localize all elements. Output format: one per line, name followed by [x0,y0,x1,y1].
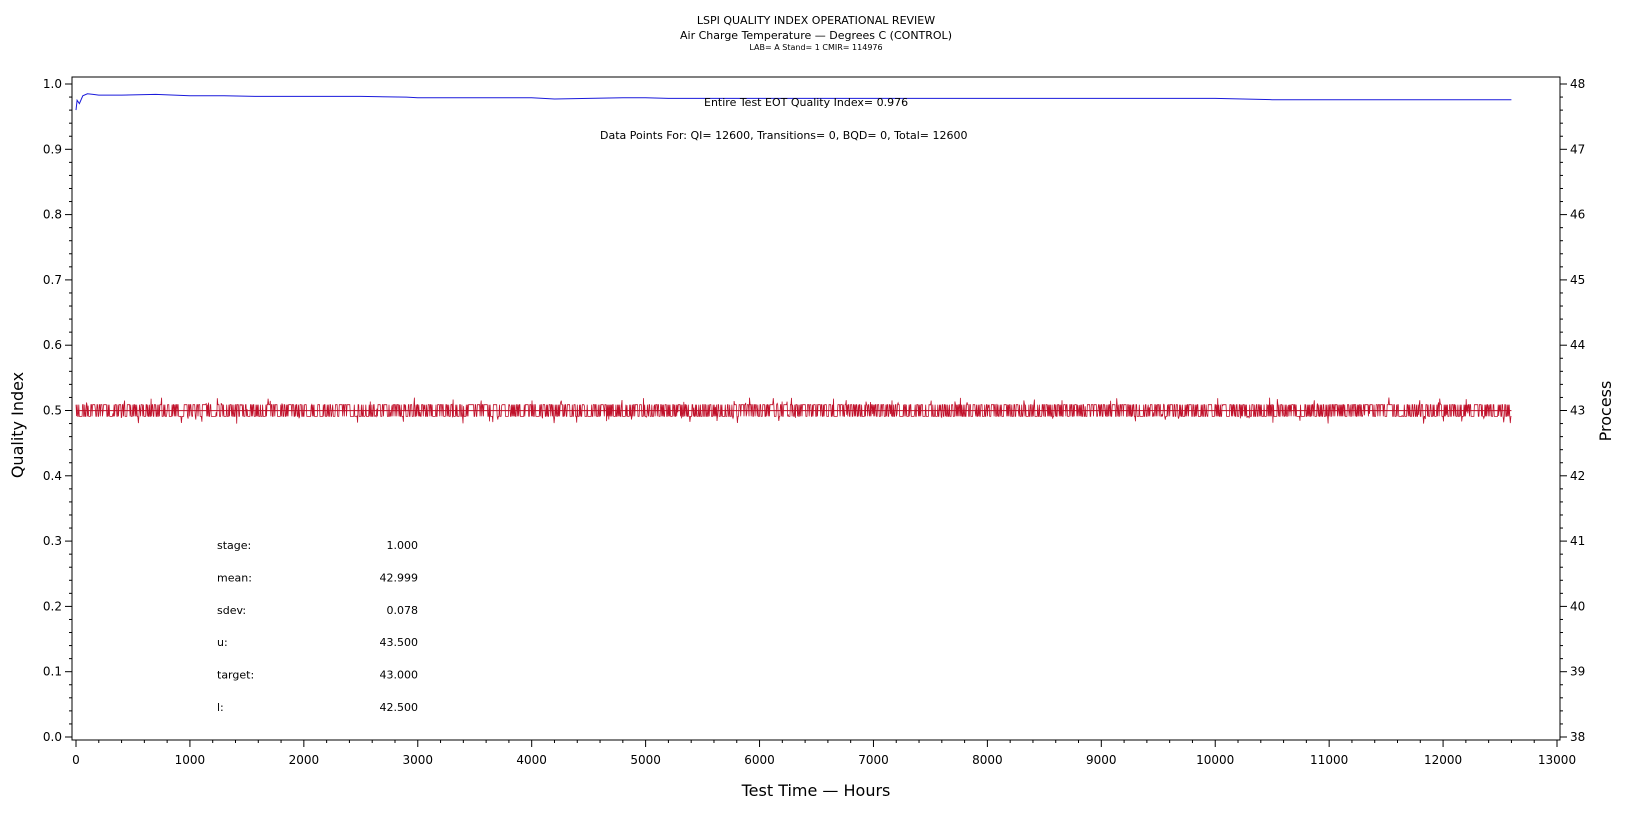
stats-table: stage: 1.000 mean: 42.999 sdev: 0.078 u: 43.500… [217,539,418,714]
x-tick-label: 8000 [972,753,1003,767]
x-tick-label: 3000 [402,753,433,767]
y-axis-title: Quality Index [8,372,27,478]
stat-label: l: [217,701,224,714]
y-tick-label: 0.1 [43,665,62,679]
stat-label: target: [217,669,254,682]
y2-tick-label: 48 [1570,77,1585,91]
x-tick-label: 2000 [289,753,320,767]
y2-axis-title: Process [1596,381,1615,442]
y2-tick-label: 41 [1570,534,1585,548]
plot-frame [71,76,1561,741]
x-tick-label: 1000 [175,753,206,767]
y2-tick-label: 45 [1570,273,1585,287]
y-tick-label: 0.7 [43,273,62,287]
x-axis-title: Test Time — Hours [741,781,891,800]
x-tick-label: 12000 [1424,753,1462,767]
x-tick-label: 7000 [858,753,889,767]
chart-info: LAB= A Stand= 1 CMIR= 114976 [749,43,883,52]
y-tick-label: 0.4 [43,469,62,483]
stat-value: 1.000 [387,539,419,552]
y-tick-label: 0.3 [43,534,62,548]
x-tick-label: 10000 [1196,753,1234,767]
x-tick-label: 6000 [744,753,775,767]
y2-tick-label: 38 [1570,730,1585,744]
stat-label: u: [217,636,228,649]
chart-title: LSPI QUALITY INDEX OPERATIONAL REVIEW [696,14,936,27]
series-layer [75,93,1512,424]
y-tick-label: 0.2 [43,599,62,613]
y-tick-label: 1.0 [43,77,62,91]
stat-label: stage: [217,539,251,552]
y-tick-label: 0.5 [43,404,62,418]
y-tick-label: 0.8 [43,208,62,222]
quality-index-line [75,93,1512,111]
y2-tick-label: 40 [1570,599,1585,613]
x-tick-label: 4000 [516,753,547,767]
x-tick-label: 13000 [1538,753,1576,767]
y2-tick-label: 39 [1570,665,1585,679]
stat-value: 0.078 [387,604,419,617]
stat-value: 42.999 [380,571,419,584]
y2-tick-label: 44 [1570,338,1585,352]
y-tick-label: 0.0 [43,730,62,744]
x-tick-label: 11000 [1310,753,1348,767]
y-tick-label: 0.9 [43,142,62,156]
stat-value: 43.500 [380,636,419,649]
x-tick-label: 0 [72,753,80,767]
stat-value: 43.000 [380,669,419,682]
y2-tick-label: 42 [1570,469,1585,483]
x-tick-label: 5000 [630,753,661,767]
axes: 0 1000 2000 3000 4000 5000 6000 7000 8000 9000 100… [43,77,1585,767]
x-tick-label: 9000 [1086,753,1117,767]
y2-tick-label: 46 [1570,208,1585,222]
eot-annotation: Entire Test EOT Quality Index= 0.976 [704,96,908,109]
chart-subtitle: Air Charge Temperature — Degrees C (CONT… [680,29,952,42]
process-line [75,397,1512,424]
y-tick-label: 0.6 [43,338,62,352]
y2-tick-label: 43 [1570,404,1585,418]
data-points-annotation: Data Points For: QI= 12600, Transitions=… [600,129,968,142]
stat-label: mean: [217,571,252,584]
y2-tick-label: 47 [1570,142,1585,156]
stat-value: 42.500 [380,701,419,714]
stat-label: sdev: [217,604,246,617]
